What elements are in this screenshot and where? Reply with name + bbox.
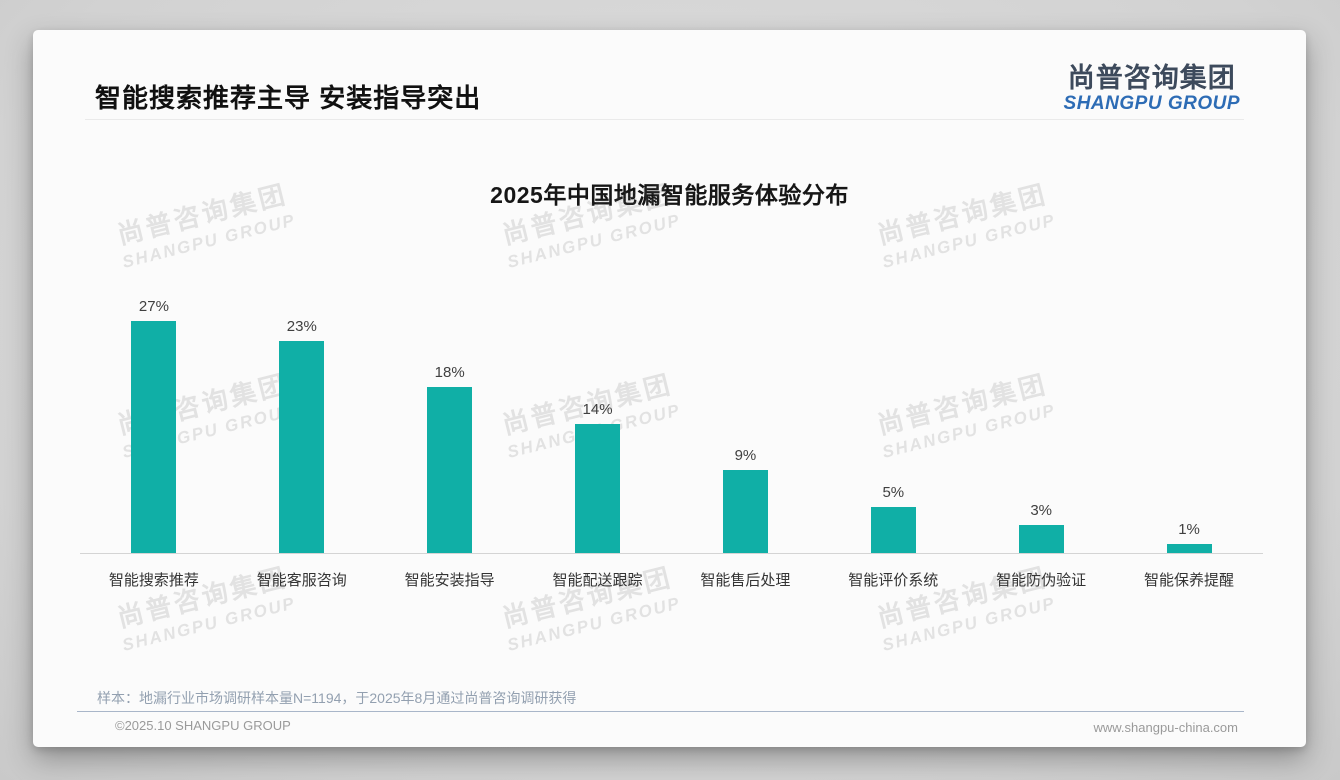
bar <box>1166 544 1212 553</box>
bar-value-label: 1% <box>1178 521 1200 538</box>
copyright-text: ©2025.10 SHANGPU GROUP <box>115 718 291 733</box>
bar-category-label: 智能客服咨询 <box>256 572 347 589</box>
bar-value-label: 3% <box>1030 502 1053 519</box>
bar-category-label: 智能配送跟踪 <box>552 572 643 589</box>
bar-column: 18% <box>376 298 524 553</box>
bar-column: 23% <box>228 298 376 553</box>
footer-divider <box>77 711 1244 712</box>
watermark-text-en: SHANGPU GROUP <box>505 592 683 655</box>
chart-title: 2025年中国地漏智能服务体验分布 <box>490 182 849 208</box>
bar <box>131 321 177 553</box>
categories-row: 智能搜索推荐 智能客服咨询 智能安装指导 智能配送跟踪 智能售后处理 智能评价系统 智能防伪… <box>80 569 1263 590</box>
bar <box>279 341 325 553</box>
watermark-text-en: SHANGPU GROUP <box>880 592 1058 655</box>
bar-column: 3% <box>967 298 1115 553</box>
bar-category-label: 智能售后处理 <box>700 572 791 589</box>
bar-category-label: 智能保养提醒 <box>1144 572 1235 589</box>
bar-category-label: 智能搜索推荐 <box>108 572 199 589</box>
bar <box>575 424 621 553</box>
watermark-text-en: SHANGPU GROUP <box>120 209 298 272</box>
bar-category-label: 智能评价系统 <box>848 572 939 589</box>
bar-column: 1% <box>1115 298 1263 553</box>
x-axis-line <box>80 553 1263 554</box>
bar-column: 14% <box>524 298 672 553</box>
bar <box>1018 525 1064 553</box>
bars-row: 27% 23% 18% 14% 9% 5% 3% 1% <box>80 298 1263 553</box>
slide-card: 智能搜索推荐主导 安装指导突出 尚普咨询集团 SHANGPU GROUP 202… <box>33 30 1306 747</box>
bar-category-label: 智能安装指导 <box>404 572 495 589</box>
title-divider <box>85 119 1244 120</box>
watermark-text-en: SHANGPU GROUP <box>880 209 1058 272</box>
bar-value-label: 23% <box>286 318 317 335</box>
logo-text-en: SHANGPU GROUP <box>1063 92 1240 114</box>
bar-value-label: 18% <box>434 364 465 381</box>
company-logo: 尚普咨询集团 SHANGPU GROUP <box>1063 63 1240 115</box>
bar-category-label: 智能防伪验证 <box>996 572 1087 589</box>
bar-value-label: 5% <box>882 484 905 501</box>
bar <box>870 507 916 553</box>
website-url: www.shangpu-china.com <box>1093 720 1238 735</box>
bar-value-label: 9% <box>734 447 757 464</box>
bar-column: 27% <box>80 298 228 553</box>
logo-text-cn: 尚普咨询集团 <box>1067 63 1236 93</box>
bar <box>427 387 473 553</box>
bar-column: 9% <box>672 298 820 553</box>
watermark-text-en: SHANGPU GROUP <box>505 209 683 272</box>
bar-value-label: 14% <box>582 401 613 418</box>
bar-value-label: 27% <box>138 298 169 315</box>
page-title: 智能搜索推荐主导 安装指导突出 <box>95 83 482 113</box>
watermark-text-en: SHANGPU GROUP <box>120 592 298 655</box>
bar-column: 5% <box>819 298 967 553</box>
bar <box>722 470 768 553</box>
sample-note: 样本：地漏行业市场调研样本量N=1194，于2025年8月通过尚普咨询调研获得 <box>97 690 577 706</box>
